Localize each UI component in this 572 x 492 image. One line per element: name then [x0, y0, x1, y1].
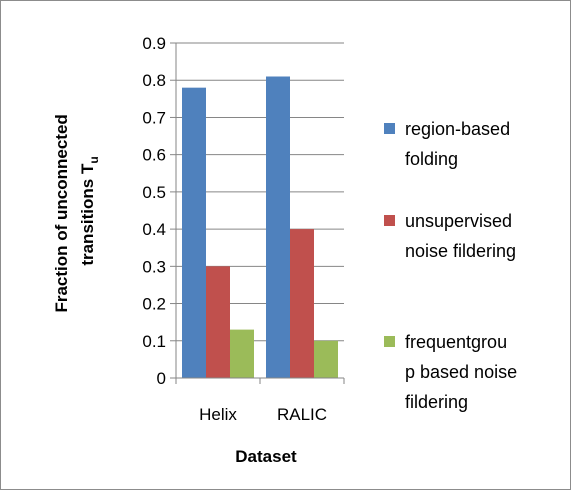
y-axis-title-line-1: Fraction of unconnected [52, 114, 71, 312]
y-tick-label: 0.7 [142, 108, 166, 127]
legend-label: unsupervised [405, 211, 512, 231]
legend-label: folding [405, 149, 458, 169]
y-tick-label: 0.1 [142, 332, 166, 351]
y-tick-label: 0.3 [142, 257, 166, 276]
legend: region-based folding unsupervised noise fil… [384, 119, 517, 412]
y-tick-label: 0.6 [142, 146, 166, 165]
y-tick-labels: 0 0.1 0.2 0.3 0.4 0.5 0.6 0.7 0.8 0.9 [142, 34, 166, 388]
y-axis-title: Fraction of unconnected transitions Tu [52, 109, 101, 312]
y-tick-label: 0.2 [142, 295, 166, 314]
legend-swatch [384, 336, 395, 347]
bar [290, 229, 314, 378]
bar [230, 329, 254, 378]
legend-swatch [384, 215, 395, 226]
axes [170, 42, 345, 384]
bar [266, 76, 290, 378]
x-tick-label: RALIC [277, 405, 327, 424]
y-axis-title-subscript: u [87, 156, 101, 163]
y-tick-label: 0 [157, 369, 166, 388]
y-axis-title-line-2: transitions Tu [78, 156, 101, 265]
y-tick-label: 0.8 [142, 71, 166, 90]
legend-label: frequentgrou [405, 332, 507, 352]
x-tick-labels: Helix RALIC [199, 405, 327, 424]
legend-label: noise fildering [405, 241, 516, 261]
x-axis-title: Dataset [235, 447, 297, 466]
legend-label: fildering [405, 392, 468, 412]
legend-label: p based noise [405, 362, 517, 382]
legend-label: region-based [405, 119, 510, 139]
legend-swatch [384, 123, 395, 134]
y-tick-label: 0.9 [142, 34, 166, 53]
x-tick-label: Helix [199, 405, 237, 424]
bar [182, 87, 206, 379]
y-axis-title-line-2-text: transitions T [78, 163, 97, 266]
y-tick-label: 0.4 [142, 220, 166, 239]
y-tick-label: 0.5 [142, 183, 166, 202]
bar [206, 266, 230, 378]
bars [182, 76, 338, 379]
bar [314, 340, 338, 378]
